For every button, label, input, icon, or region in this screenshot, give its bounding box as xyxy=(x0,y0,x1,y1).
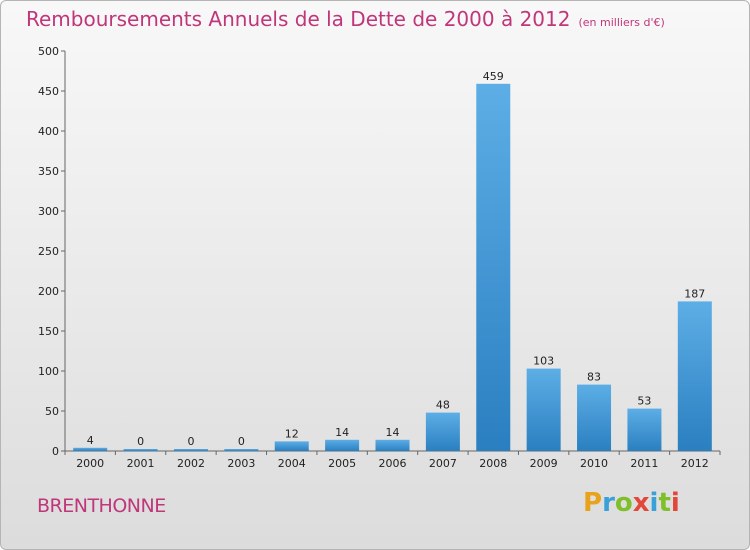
y-tick-label: 200 xyxy=(38,285,59,298)
x-tick-label-2007: 2007 xyxy=(429,457,457,470)
x-tick-label-2011: 2011 xyxy=(630,457,658,470)
y-tick-label: 0 xyxy=(52,445,59,458)
y-tick-label: 300 xyxy=(38,205,59,218)
commune-name: BRENTHONNE xyxy=(37,495,166,517)
y-tick-label: 450 xyxy=(38,85,59,98)
x-tick-label-2009: 2009 xyxy=(530,457,558,470)
chart-title: Remboursements Annuels de la Dette de 20… xyxy=(26,7,665,31)
x-tick-label-2002: 2002 xyxy=(177,457,205,470)
data-label-2002: 0 xyxy=(187,435,194,448)
x-tick-label-2000: 2000 xyxy=(76,457,104,470)
bars: 4 0 0 0 12 14 14 48 459 103 83 53 187 xyxy=(73,70,712,452)
y-tick-label: 250 xyxy=(38,245,59,258)
data-label-2006: 14 xyxy=(386,426,400,439)
logo-letter: P xyxy=(583,488,603,518)
bar-2011 xyxy=(627,408,662,451)
y-tick-label: 150 xyxy=(38,325,59,338)
data-label-2001: 0 xyxy=(137,435,144,448)
x-tick-label-2001: 2001 xyxy=(127,457,155,470)
x-tick-label-2005: 2005 xyxy=(328,457,356,470)
logo-letter: i xyxy=(649,488,659,518)
bar-2004 xyxy=(274,441,309,451)
data-label-2003: 0 xyxy=(238,435,245,448)
data-label-2007: 48 xyxy=(436,399,450,412)
bar-2010 xyxy=(577,384,612,451)
title-text: Remboursements Annuels de la Dette de 20… xyxy=(26,7,571,31)
data-label-2011: 53 xyxy=(637,395,651,408)
x-tick-label-2006: 2006 xyxy=(379,457,407,470)
data-label-2008: 459 xyxy=(483,70,504,83)
bar-2001 xyxy=(123,449,158,451)
logo-letter: x xyxy=(632,488,650,518)
logo-letter: o xyxy=(614,488,633,518)
x-tick-label-2012: 2012 xyxy=(681,457,709,470)
x-tick-label-2004: 2004 xyxy=(278,457,306,470)
y-tick-label: 400 xyxy=(38,125,59,138)
data-label-2010: 83 xyxy=(587,371,601,384)
bar-2008 xyxy=(476,83,511,452)
y-tick-label: 350 xyxy=(38,165,59,178)
logo-letter: r xyxy=(602,488,615,518)
x-tick-label-2010: 2010 xyxy=(580,457,608,470)
x-tick-label-2003: 2003 xyxy=(227,457,255,470)
bar-2009 xyxy=(526,368,561,451)
bar-2006 xyxy=(375,439,410,451)
data-label-2004: 12 xyxy=(285,427,299,440)
title-unit: (en milliers d'€) xyxy=(578,16,665,29)
proxiti-logo: Proxiti xyxy=(583,488,680,518)
bar-2000 xyxy=(73,447,108,451)
y-tick-label: 100 xyxy=(38,365,59,378)
bar-2012 xyxy=(677,301,712,451)
bar-2003 xyxy=(224,449,259,451)
logo-letter: i xyxy=(670,488,680,518)
bar-2005 xyxy=(325,439,360,451)
data-label-2005: 14 xyxy=(335,426,349,439)
data-label-2000: 4 xyxy=(87,434,94,447)
data-label-2009: 103 xyxy=(533,355,554,368)
logo-letter: t xyxy=(658,488,671,518)
x-tick-label-2008: 2008 xyxy=(479,457,507,470)
bar-2002 xyxy=(173,449,208,451)
data-label-2012: 187 xyxy=(684,287,705,300)
y-tick-label: 500 xyxy=(38,45,59,58)
bar-2007 xyxy=(425,412,460,451)
y-tick-label: 50 xyxy=(45,405,59,418)
